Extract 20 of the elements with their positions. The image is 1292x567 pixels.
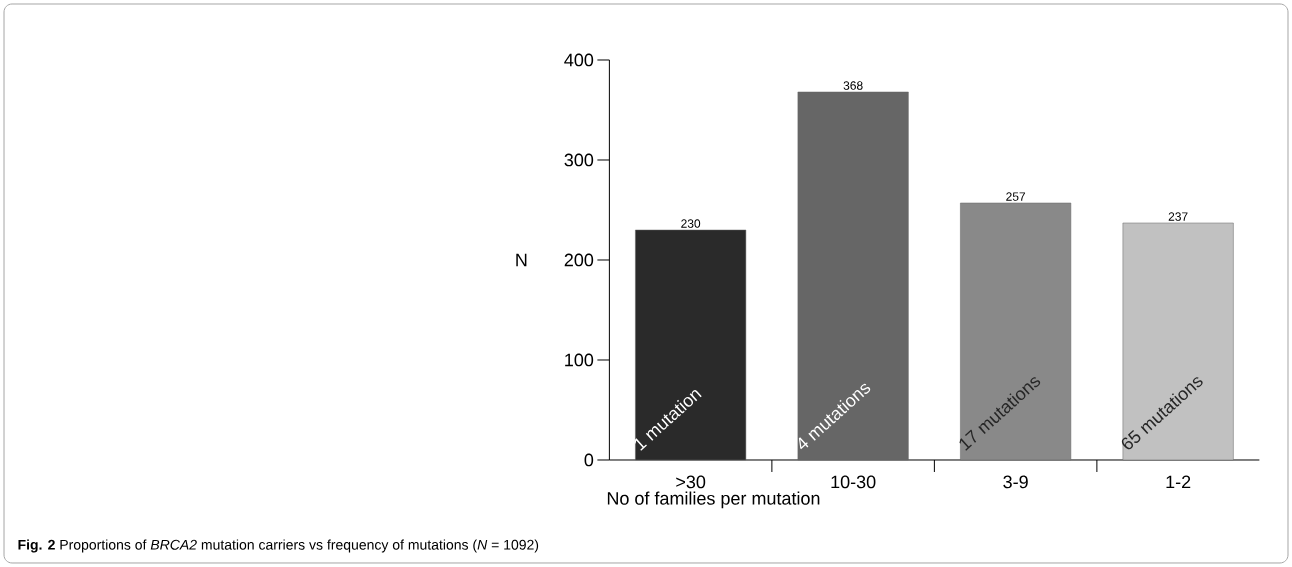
bar (797, 91, 909, 461)
data-label: 230 (681, 219, 701, 228)
bar (1122, 222, 1234, 461)
data-label: 368 (843, 81, 863, 90)
bar (960, 202, 1072, 461)
y-tick-label: 0 (584, 453, 594, 467)
x-tick-label: 1-2 (1166, 475, 1191, 489)
bar (635, 229, 747, 461)
y-tick-label: 200 (564, 253, 594, 267)
x-tick-label: 10-30 (831, 475, 876, 489)
y-tick-label: 300 (564, 153, 594, 167)
data-label: 237 (1168, 212, 1188, 221)
y-tick-label: 400 (564, 53, 594, 67)
y-axis-title: N (516, 253, 527, 267)
data-label: 257 (1006, 192, 1026, 201)
y-tick-label: 100 (565, 353, 594, 367)
x-axis-title: No of families per mutation (607, 491, 820, 509)
x-tick-label: 3-9 (1003, 475, 1028, 489)
x-tick-label: >30 (676, 475, 706, 489)
text: Fig. 2 Proportions of BRCA2 mutation carriers vs frequency of mutations (N = 1092) (18, 539, 539, 553)
